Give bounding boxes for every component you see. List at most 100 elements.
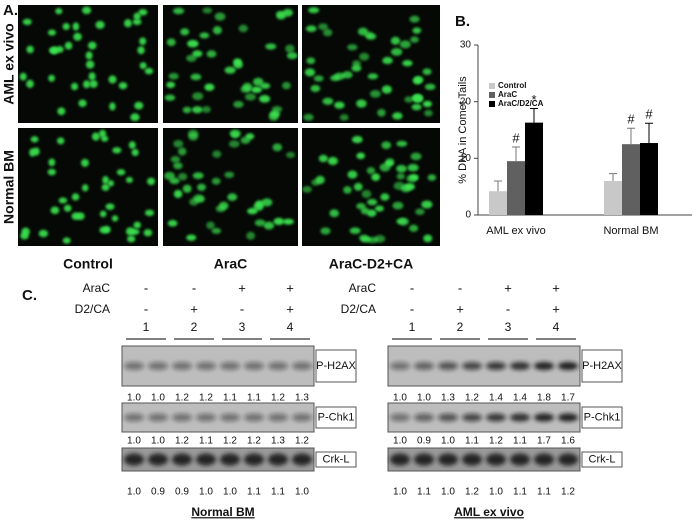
band <box>148 362 168 370</box>
quantification: 1.2 <box>199 393 213 404</box>
lane-number: 3 <box>239 320 246 334</box>
cell <box>342 71 353 79</box>
cell <box>116 169 126 176</box>
cell <box>102 176 109 185</box>
bar <box>525 122 543 215</box>
cell <box>367 73 379 80</box>
lane-number: 1 <box>143 320 150 334</box>
protein-label-box <box>315 406 357 429</box>
band <box>534 362 554 370</box>
quantification: 1.3 <box>271 436 285 447</box>
cell <box>20 232 29 240</box>
cell <box>380 193 390 201</box>
cell <box>310 84 321 93</box>
cell <box>169 177 180 184</box>
quantification: 1.0 <box>417 393 431 404</box>
cell <box>103 226 111 234</box>
cell <box>273 217 285 226</box>
band <box>148 453 168 466</box>
cell <box>63 204 72 212</box>
quantification: 1.0 <box>127 487 141 498</box>
cell <box>47 29 57 36</box>
protein-label-box <box>581 406 623 429</box>
band <box>220 413 240 422</box>
quantification: 1.6 <box>561 436 575 447</box>
cell <box>211 177 221 185</box>
cell <box>409 224 419 232</box>
blot-strip <box>121 447 315 472</box>
band <box>196 362 216 370</box>
cell <box>404 96 414 103</box>
cell <box>371 173 381 182</box>
cell <box>399 40 411 49</box>
band <box>390 362 410 370</box>
x-tick-label: AML ex vivo <box>486 225 546 237</box>
band <box>220 453 240 466</box>
bar <box>622 144 640 215</box>
cell <box>186 54 197 62</box>
cell <box>322 97 334 105</box>
treatment-label: AraC <box>83 281 111 295</box>
blot-strip <box>387 447 581 472</box>
cell <box>47 168 56 176</box>
cell <box>214 12 226 21</box>
cell <box>313 75 324 82</box>
treatment-sign: + <box>238 280 246 295</box>
error-bar <box>627 127 635 145</box>
lane-number: 4 <box>287 320 294 334</box>
error-bar <box>530 107 538 123</box>
band <box>292 362 312 370</box>
band <box>510 362 530 370</box>
cell <box>320 227 331 235</box>
cell <box>227 193 238 201</box>
cell <box>32 147 40 156</box>
cell <box>347 170 358 179</box>
cell <box>71 193 80 201</box>
cell <box>108 75 117 84</box>
error-bar <box>512 146 520 162</box>
protein-label: Crk-L <box>589 453 616 465</box>
cell <box>78 99 87 107</box>
cell <box>411 103 422 111</box>
band <box>414 413 434 422</box>
band <box>486 413 506 422</box>
cell <box>396 140 408 147</box>
cell <box>415 208 425 215</box>
cell <box>327 156 339 166</box>
band <box>510 413 530 422</box>
cell <box>26 79 34 88</box>
cell <box>95 20 105 29</box>
cell <box>233 58 242 66</box>
error-bar <box>609 173 617 181</box>
cell <box>244 93 257 101</box>
protein-label: P-H2AX <box>316 360 356 372</box>
cell <box>125 176 133 184</box>
protein-label: P-H2AX <box>582 360 622 372</box>
cell <box>82 6 92 15</box>
quantification: 1.2 <box>271 393 285 404</box>
cell <box>252 77 264 86</box>
lane-number: 2 <box>191 320 198 334</box>
cell <box>339 114 349 121</box>
cell <box>26 45 34 54</box>
cell <box>251 86 262 93</box>
quantification: 0.9 <box>175 487 189 498</box>
cell <box>263 221 275 230</box>
cell <box>123 19 132 28</box>
cell <box>282 81 291 90</box>
quantification: 1.1 <box>271 487 285 498</box>
cell <box>206 50 217 58</box>
quantification: 1.2 <box>175 393 189 404</box>
quantification: 1.2 <box>175 436 189 447</box>
treatment-label: D2/CA <box>341 302 376 316</box>
quantification: 1.1 <box>223 393 237 404</box>
band <box>462 453 482 466</box>
cell <box>19 72 27 81</box>
cell <box>139 62 147 70</box>
treatment-sign: - <box>192 280 196 295</box>
cell <box>56 137 65 145</box>
band <box>438 362 458 370</box>
cell <box>70 82 79 91</box>
quantification: 1.8 <box>537 393 551 404</box>
quantification: 1.0 <box>489 487 503 498</box>
